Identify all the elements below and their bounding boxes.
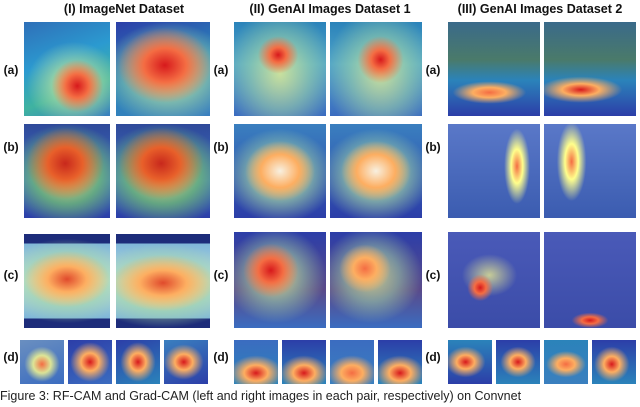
heatmap-image — [544, 232, 636, 328]
column-title-imagenet: (I) ImageNet Dataset — [63, 2, 185, 16]
heatmap-image — [234, 22, 326, 116]
heatmap-image — [234, 340, 278, 384]
row-label-c: (c) — [425, 268, 441, 282]
heatmap-image — [116, 340, 160, 384]
heatmap-image — [592, 340, 636, 384]
heatmap-image — [330, 232, 422, 328]
figure-caption: Figure 3: RF-CAM and Grad-CAM (left and … — [0, 389, 522, 403]
row-label-a: (a) — [425, 63, 441, 77]
heatmap-image — [448, 124, 540, 218]
row-label-d: (d) — [3, 350, 19, 364]
heatmap-image — [378, 340, 422, 384]
heatmap-image — [330, 340, 374, 384]
heatmap-image — [448, 232, 540, 328]
row-label-d: (d) — [213, 350, 229, 364]
heatmap-image — [448, 22, 540, 116]
heatmap-image — [234, 124, 326, 218]
heatmap-image — [448, 340, 492, 384]
heatmap-image — [20, 340, 64, 384]
heatmap-image — [116, 124, 210, 218]
row-label-a: (a) — [213, 63, 229, 77]
column-title-genai-1: (II) GenAI Images Dataset 1 — [249, 2, 411, 16]
heatmap-image — [544, 340, 588, 384]
heatmap-image — [496, 340, 540, 384]
heatmap-image — [544, 22, 636, 116]
heatmap-image — [330, 124, 422, 218]
column-title-genai-2: (III) GenAI Images Dataset 2 — [457, 2, 623, 16]
heatmap-image — [24, 22, 110, 116]
row-label-c: (c) — [3, 268, 19, 282]
heatmap-image — [116, 234, 210, 328]
row-label-a: (a) — [3, 63, 19, 77]
heatmap-image — [116, 22, 210, 116]
heatmap-image — [330, 22, 422, 116]
heatmap-image — [24, 234, 110, 328]
row-label-b: (b) — [213, 140, 229, 154]
heatmap-image — [234, 232, 326, 328]
heatmap-image — [544, 124, 636, 218]
heatmap-image — [24, 124, 110, 218]
row-label-c: (c) — [213, 268, 229, 282]
row-label-b: (b) — [425, 140, 441, 154]
heatmap-image — [282, 340, 326, 384]
row-label-d: (d) — [425, 350, 441, 364]
heatmap-image — [68, 340, 112, 384]
row-label-b: (b) — [3, 140, 19, 154]
heatmap-image — [164, 340, 208, 384]
